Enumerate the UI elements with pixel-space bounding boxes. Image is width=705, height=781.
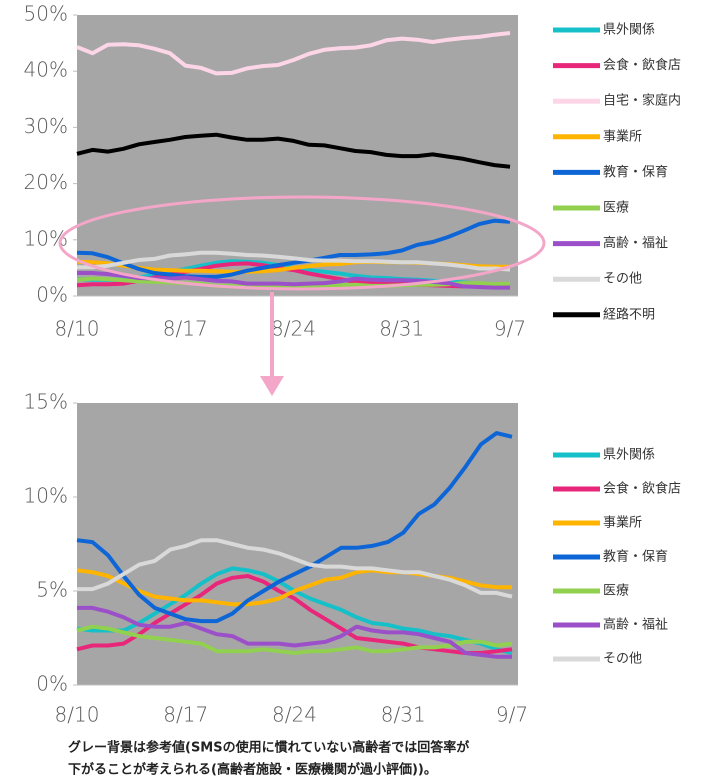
legend-label: 自宅・家庭内 (603, 93, 681, 109)
x-tick-label: 9/7 (496, 703, 528, 727)
series-line (76, 132, 511, 169)
x-tick-label: 8/10 (55, 703, 100, 727)
legend-label: 教育・保育 (603, 549, 668, 565)
legend-label: 事業所 (603, 515, 642, 531)
series-line (76, 624, 513, 655)
note: グレー背景は参考値(SMSの使用に慣れていない高齢者では回答率が (68, 740, 469, 756)
legend-label: 会食・飲食店 (603, 481, 681, 497)
zoom-arrowhead (260, 376, 284, 396)
y-tick-label: 50% (24, 2, 68, 26)
note: 下がることが考えられる(高齢者施設・医療機関が過小評価))。 (68, 762, 437, 778)
x-tick-label: 8/31 (381, 703, 426, 727)
x-tick-label: 8/31 (379, 317, 424, 341)
y-tick-label: 30% (24, 114, 68, 138)
y-tick-label: 15% (24, 390, 68, 414)
x-tick-label: 8/17 (163, 317, 208, 341)
marks: 0% 10% 20% 30% 40% 50% 8/10 8/17 8/24 8/31 9/7 県外関係… (24, 2, 681, 778)
legend-label: 医療 (603, 201, 629, 216)
x-tick-label: 9/7 (494, 317, 526, 341)
x-tick-label: 8/24 (272, 703, 317, 727)
x-tick-label: 8/10 (55, 317, 100, 341)
y-tick-label: 5% (36, 578, 68, 602)
legend-label: その他 (603, 652, 642, 667)
series-line (76, 431, 513, 624)
highlight-ellipse (58, 195, 546, 291)
series-line (76, 218, 511, 279)
series-line (76, 276, 511, 289)
x-tick-label: 8/17 (163, 703, 208, 727)
series-line (77, 538, 513, 599)
series-line (77, 605, 512, 659)
legend-label: その他 (603, 272, 642, 287)
legend-label: 県外関係 (603, 23, 655, 38)
legend-label: 事業所 (603, 128, 642, 144)
legend-label: 会食・飲食店 (603, 57, 681, 73)
legend-label: 高齢・福祉 (603, 235, 668, 251)
y-tick-label: 10% (24, 484, 68, 508)
series-line (77, 250, 511, 272)
legend-label: 高齢・福祉 (603, 617, 668, 633)
legend-label: 教育・保育 (603, 164, 668, 180)
legend-label: 県外関係 (603, 448, 655, 463)
legend-label: 経路不明 (603, 306, 655, 322)
y-tick-label: 0% (36, 672, 68, 696)
plot-backgrounds (73, 15, 518, 686)
y-tick-label: 40% (24, 58, 68, 82)
x-tick-label: 8/24 (271, 317, 316, 341)
legend-label: 医療 (603, 584, 629, 599)
y-tick-label: 0% (36, 283, 68, 307)
y-tick-label: 20% (24, 170, 68, 194)
series-line (76, 31, 511, 76)
